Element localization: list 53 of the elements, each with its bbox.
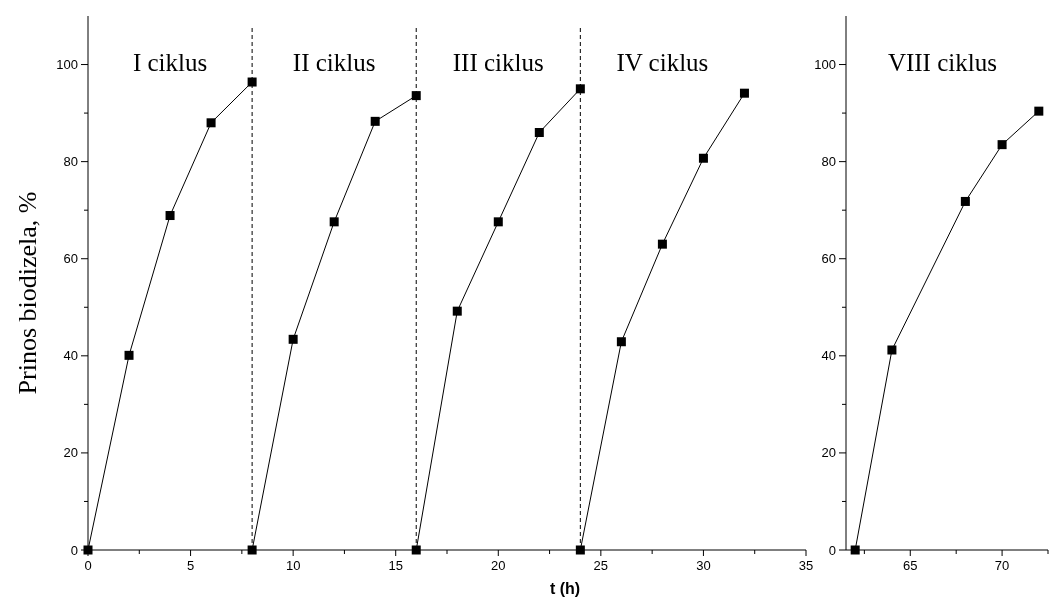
point [1034,106,1044,116]
y-tick-label: 40 [821,348,836,364]
y-tick-label: 40 [63,348,78,364]
point [411,91,421,101]
point [657,239,667,249]
y-tick-label: 100 [814,57,836,73]
y-tick-label: 0 [828,542,836,558]
annotation: I ciklus [132,48,208,76]
point [329,217,339,227]
x-tick-label: 35 [798,558,814,573]
point [124,350,134,360]
annotation: II ciklus [292,48,376,76]
point [247,77,257,87]
x-tick-label: 65 [903,558,918,573]
y-tick-label: 0 [70,542,78,558]
y-tick-label: 80 [821,154,836,170]
point [165,211,175,221]
x-tick-label: 15 [388,558,403,573]
point [247,545,257,555]
x-tick-label: 10 [285,558,301,573]
point [887,345,897,355]
point [739,88,749,98]
point [288,334,298,344]
y-axis-title: Prinos biodizela, % [13,191,42,395]
x-tick-label: 25 [593,558,609,573]
point [534,128,544,138]
y-tick-label: 60 [821,251,836,267]
point [493,217,503,227]
point [575,545,585,555]
x-tick-label: 0 [84,558,92,573]
y-tick-label: 60 [63,251,78,267]
y-tick-label: 20 [63,445,78,461]
x-axis-title: t (h) [549,580,581,597]
x-tick-label: 70 [994,558,1010,573]
point [698,153,708,163]
point [575,84,585,94]
x-tick-label: 20 [491,558,506,573]
y-tick-label: 80 [63,154,78,170]
annotation: VIII ciklus [887,48,997,76]
point [850,545,860,555]
annotation: III ciklus [452,48,544,76]
point [616,337,626,347]
x-tick-label: 5 [186,558,195,573]
point [960,196,970,206]
point [452,306,462,316]
annotation: IV ciklus [616,48,709,76]
y-tick-label: 100 [56,57,78,73]
y-tick-label: 20 [821,445,836,461]
point [997,140,1007,150]
point [370,116,380,126]
point [411,545,421,555]
point [206,118,216,128]
x-tick-label: 30 [696,558,711,573]
